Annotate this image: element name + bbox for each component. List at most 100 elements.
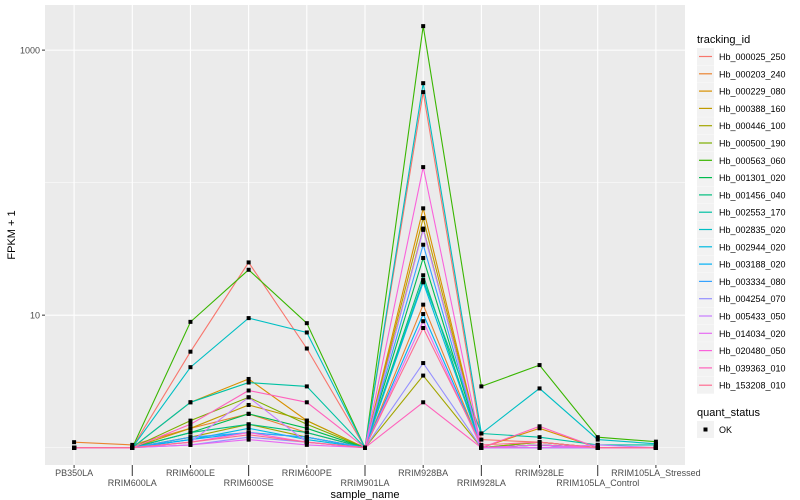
data-point [537, 363, 542, 368]
data-point [653, 439, 658, 444]
data-point [537, 424, 542, 429]
data-point [304, 426, 309, 431]
data-point [363, 445, 367, 450]
data-point [421, 255, 426, 260]
legend-label: Hb_039363_010 [719, 363, 786, 373]
data-point [479, 431, 484, 436]
legend: tracking_id Hb_000025_250 Hb_000203_240 Hb… [697, 34, 786, 438]
legend-label: Hb_020480_050 [719, 346, 786, 356]
data-point [188, 319, 193, 324]
legend2-title: quant_status [697, 407, 760, 419]
data-point [595, 445, 600, 450]
data-point [479, 445, 484, 450]
legend-label: Hb_002944_020 [719, 242, 786, 252]
data-point [246, 426, 251, 431]
data-point [246, 316, 251, 321]
data-point [188, 435, 193, 440]
legend-label: Hb_000229_080 [719, 87, 786, 97]
legend-label: Hb_003188_020 [719, 260, 786, 270]
legend-label: Hb_005433_050 [719, 312, 786, 322]
x-tick-label: RRIM928LE [515, 468, 564, 478]
data-point [188, 349, 193, 354]
data-point [479, 442, 484, 447]
data-point [421, 278, 426, 283]
axes: 10 1000 PB350LA RRIM600LA RRIM600LE RRIM600SE… [20, 46, 701, 488]
legend2-label: OK [719, 425, 732, 435]
x-tick-label: RRIM901LA [340, 478, 389, 488]
x-tick-label: RRIM928BA [398, 468, 448, 478]
x-tick-label: RRIM600LA [108, 478, 157, 488]
legend-label: Hb_014034_020 [719, 329, 786, 339]
data-point [304, 422, 309, 427]
data-point [537, 442, 542, 447]
data-point [188, 422, 193, 427]
data-point [246, 376, 251, 381]
data-point [246, 437, 251, 442]
legend-label: Hb_000203_240 [719, 69, 786, 79]
data-point [304, 442, 309, 447]
data-point [653, 441, 658, 446]
data-point [246, 388, 251, 393]
x-tick-label: RRIM105LA_Control [556, 478, 639, 488]
data-point [421, 373, 426, 378]
data-point [304, 321, 309, 326]
data-point [304, 400, 309, 405]
data-point [537, 435, 542, 440]
data-point [304, 418, 309, 423]
data-point [479, 384, 484, 389]
data-point [304, 430, 309, 435]
data-point [246, 435, 251, 440]
legend-label: Hb_153208_010 [719, 381, 786, 391]
data-point [421, 165, 426, 170]
data-point [246, 402, 251, 407]
data-point [304, 437, 309, 442]
data-point [537, 445, 542, 450]
legend-label: Hb_002553_170 [719, 208, 786, 218]
legend-label: Hb_001301_020 [719, 173, 786, 183]
data-point [421, 312, 426, 317]
data-point [130, 445, 135, 450]
data-point [537, 386, 542, 391]
data-point [246, 411, 251, 416]
legend-title: tracking_id [697, 34, 750, 46]
x-tick-label: PB350LA [55, 468, 93, 478]
data-point [130, 442, 135, 447]
data-point [421, 325, 426, 330]
data-point [246, 422, 251, 427]
data-point [188, 437, 193, 442]
data-points [72, 24, 658, 450]
legend-label: Hb_004254_070 [719, 294, 786, 304]
data-point [246, 430, 251, 435]
x-tick-label: RRIM928LA [457, 478, 506, 488]
legend-label: Hb_000388_160 [719, 104, 786, 114]
data-point [653, 445, 658, 450]
x-tick-label: RRIM600LE [166, 468, 215, 478]
data-point [421, 273, 426, 278]
data-point [188, 442, 193, 447]
data-point [304, 440, 309, 445]
data-point [421, 361, 426, 366]
legend-label: Hb_000025_250 [719, 52, 786, 62]
data-point [537, 426, 542, 431]
data-point [188, 365, 193, 370]
data-point [421, 216, 426, 221]
y-tick-label: 10 [30, 311, 40, 321]
legend-label: Hb_002835_020 [719, 225, 786, 235]
legend-label: Hb_000563_060 [719, 156, 786, 166]
data-point [421, 90, 426, 95]
x-tick-label: RRIM600PE [282, 468, 332, 478]
data-point [188, 440, 193, 445]
data-point [421, 400, 426, 405]
legend2-point-icon [703, 427, 708, 432]
data-point [421, 227, 426, 232]
data-point [304, 346, 309, 351]
data-point [595, 435, 600, 440]
data-point [304, 330, 309, 335]
data-point [246, 267, 251, 272]
data-point [304, 384, 309, 389]
data-point [595, 437, 600, 442]
data-point [72, 440, 77, 445]
data-point [246, 432, 251, 437]
